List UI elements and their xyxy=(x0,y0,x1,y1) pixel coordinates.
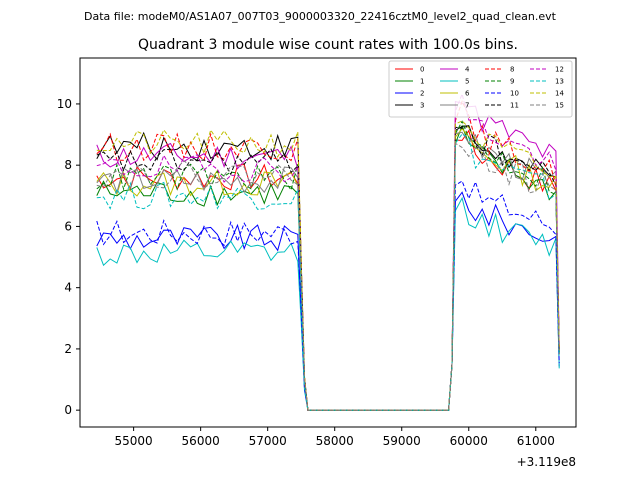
x-tick-label: 60000 xyxy=(450,434,488,448)
series-line-14 xyxy=(96,120,560,411)
series-line-11 xyxy=(96,125,560,411)
y-tick-label: 6 xyxy=(64,219,72,233)
x-tick-label: 58000 xyxy=(316,434,354,448)
series-line-2 xyxy=(96,191,560,411)
series-line-3 xyxy=(96,125,560,411)
x-tick-label: 57000 xyxy=(249,434,287,448)
legend-label-9: 9 xyxy=(510,78,514,86)
legend-label-15: 15 xyxy=(555,102,564,110)
axes-background xyxy=(80,58,576,427)
legend-label-3: 3 xyxy=(420,102,424,110)
axes-frame xyxy=(79,57,577,428)
y-tick-label: 2 xyxy=(64,342,72,356)
legend-label-5: 5 xyxy=(465,78,469,86)
legend-label-13: 13 xyxy=(555,78,564,86)
x-tick-label: 61000 xyxy=(517,434,555,448)
x-tick-label: 59000 xyxy=(383,434,421,448)
series-line-5 xyxy=(96,196,560,411)
y-tick-label: 10 xyxy=(57,97,72,111)
legend-label-14: 14 xyxy=(555,90,564,98)
legend-label-7: 7 xyxy=(465,102,469,110)
x-offset-label: +3.119e8 xyxy=(517,455,576,469)
legend-label-10: 10 xyxy=(510,90,519,98)
y-axis: 0 2 4 6 8 10 xyxy=(57,97,80,417)
legend-label-12: 12 xyxy=(555,66,564,74)
legend-label-2: 2 xyxy=(420,90,424,98)
legend-label-4: 4 xyxy=(465,66,470,74)
series-line-15 xyxy=(96,142,560,411)
x-axis: 55000 56000 57000 58000 59000 60000 61000 xyxy=(115,427,555,448)
x-tick-label: 55000 xyxy=(115,434,153,448)
series-line-4 xyxy=(96,100,560,411)
plot-area xyxy=(79,57,577,428)
series-line-8 xyxy=(96,100,560,411)
y-tick-label: 4 xyxy=(64,281,72,295)
legend-label-6: 6 xyxy=(465,90,470,98)
legend-label-0: 0 xyxy=(420,66,424,74)
figure-suptitle: Data file: modeM0/AS1A07_007T03_90000033… xyxy=(84,10,557,23)
y-tick-label: 0 xyxy=(64,403,72,417)
chart-title: Quadrant 3 module wise count rates with … xyxy=(138,37,518,53)
legend-label-11: 11 xyxy=(510,102,519,110)
series-group xyxy=(96,92,560,411)
y-tick-label: 8 xyxy=(64,158,72,172)
x-tick-label: 56000 xyxy=(182,434,220,448)
legend-label-1: 1 xyxy=(420,78,424,86)
series-line-10 xyxy=(96,180,560,411)
series-line-9 xyxy=(96,120,560,411)
legend-frame xyxy=(388,60,573,118)
series-line-12 xyxy=(96,92,560,411)
legend-label-8: 8 xyxy=(510,66,514,74)
